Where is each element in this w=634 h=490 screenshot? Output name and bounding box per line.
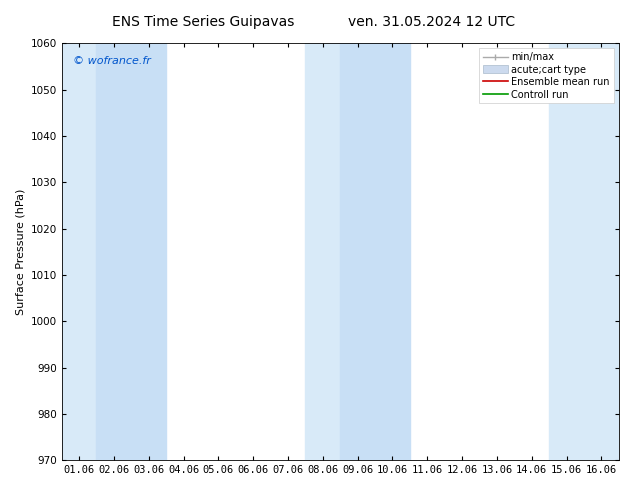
Bar	[61, 44, 131, 460]
Bar	[549, 44, 619, 460]
Bar	[306, 44, 375, 460]
Y-axis label: Surface Pressure (hPa): Surface Pressure (hPa)	[15, 189, 25, 315]
Bar	[96, 44, 166, 460]
Text: ENS Time Series Guipavas: ENS Time Series Guipavas	[112, 15, 294, 29]
Bar	[340, 44, 410, 460]
Legend: min/max, acute;cart type, Ensemble mean run, Controll run: min/max, acute;cart type, Ensemble mean …	[479, 49, 614, 103]
Text: ven. 31.05.2024 12 UTC: ven. 31.05.2024 12 UTC	[347, 15, 515, 29]
Text: © wofrance.fr: © wofrance.fr	[73, 56, 151, 66]
